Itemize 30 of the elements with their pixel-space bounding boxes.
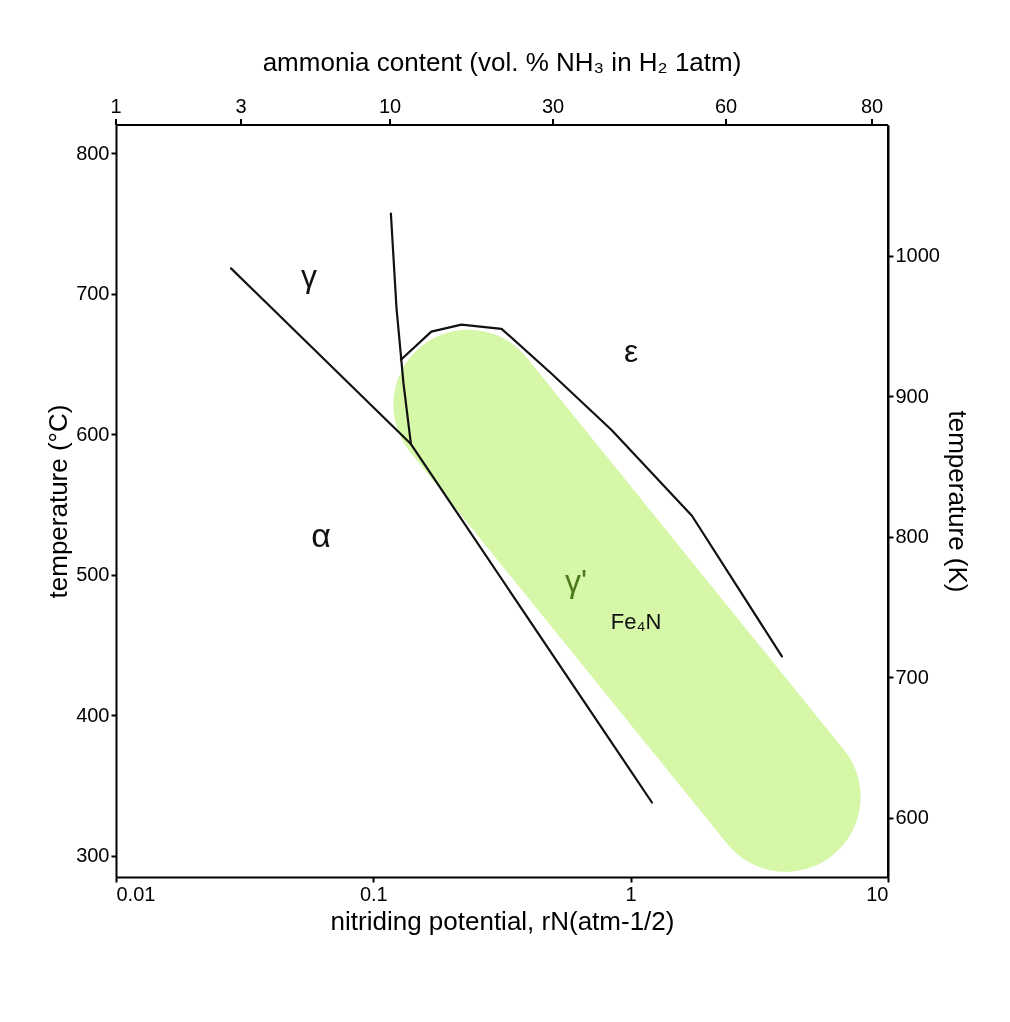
text: 10 [378, 95, 402, 117]
y2-tick-label: 600 [895, 806, 929, 829]
y2-axis-title: temperature (K) [942, 410, 973, 593]
y2-tick-label: 1000 [895, 244, 940, 267]
x-tick-label: 10 [866, 882, 889, 905]
x2-axis-title: ammonia content (vol. % NH₃ in H₂ 1atm) [262, 47, 742, 77]
x-tick-label: 1 [625, 882, 637, 905]
y-tick-label: 300 [76, 844, 110, 867]
y-tick-label: 500 [76, 563, 110, 586]
y2-tick-label: 800 [895, 525, 929, 548]
annotation: α [311, 516, 331, 554]
annotation: ε [623, 333, 639, 369]
y2-tick-label: 700 [895, 665, 929, 688]
text: 60 [714, 95, 738, 117]
text: 1 [110, 95, 122, 117]
x-tick-label: 0.01 [116, 882, 156, 905]
annotation: Fe₄N [610, 609, 662, 634]
y-tick-label: 700 [76, 282, 110, 305]
y-tick-label: 600 [76, 422, 110, 445]
text: 3 [235, 95, 247, 117]
y-tick-label: 400 [76, 703, 110, 726]
x-axis-title: nitriding potential, rN(atm-1/2) [330, 905, 675, 936]
x-tick-label: 0.1 [359, 882, 388, 905]
y2-tick-label: 900 [895, 384, 929, 407]
text: 30 [541, 95, 565, 117]
annotation: γ [301, 258, 317, 294]
y-tick-label: 800 [76, 141, 110, 164]
annotation: γ' [564, 563, 588, 599]
text: 80 [860, 95, 884, 117]
y-axis-title: temperature (°C) [43, 404, 74, 599]
